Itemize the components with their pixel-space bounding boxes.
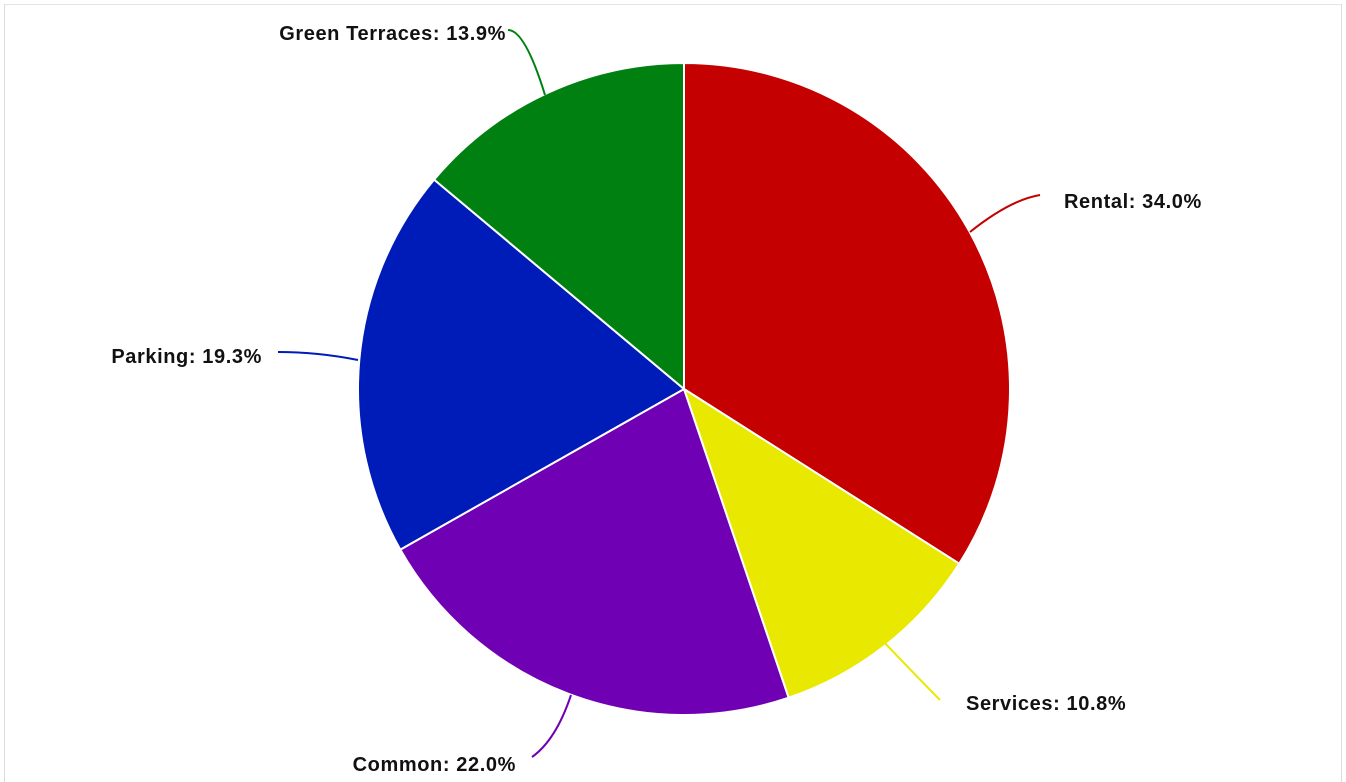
- label-parking: Parking: 19.3%: [111, 346, 262, 368]
- leader-line-green-terraces: [507, 29, 546, 96]
- slice-parking: [357, 178, 685, 551]
- slice-common: [399, 388, 790, 716]
- leader-line-rental: [969, 194, 1041, 233]
- slice-labels: Rental: 34.0% Services: 10.8% Common: 22.0…: [111, 23, 1202, 776]
- label-rental: Rental: 34.0%: [1064, 191, 1202, 213]
- pie-slices: [357, 62, 1011, 716]
- slice-rental: [683, 62, 1011, 565]
- slice-services: [683, 388, 961, 699]
- leader-lines: [277, 29, 1041, 758]
- leader-line-parking: [277, 351, 359, 361]
- label-services: Services: 10.8%: [966, 693, 1126, 715]
- leader-line-services: [881, 639, 941, 701]
- chart-frame: [4, 4, 1342, 782]
- label-green-terraces: Green Terraces: 13.9%: [279, 23, 506, 45]
- label-common: Common: 22.0%: [353, 754, 516, 776]
- slice-green-terraces: [433, 62, 685, 390]
- leader-line-common: [531, 694, 572, 758]
